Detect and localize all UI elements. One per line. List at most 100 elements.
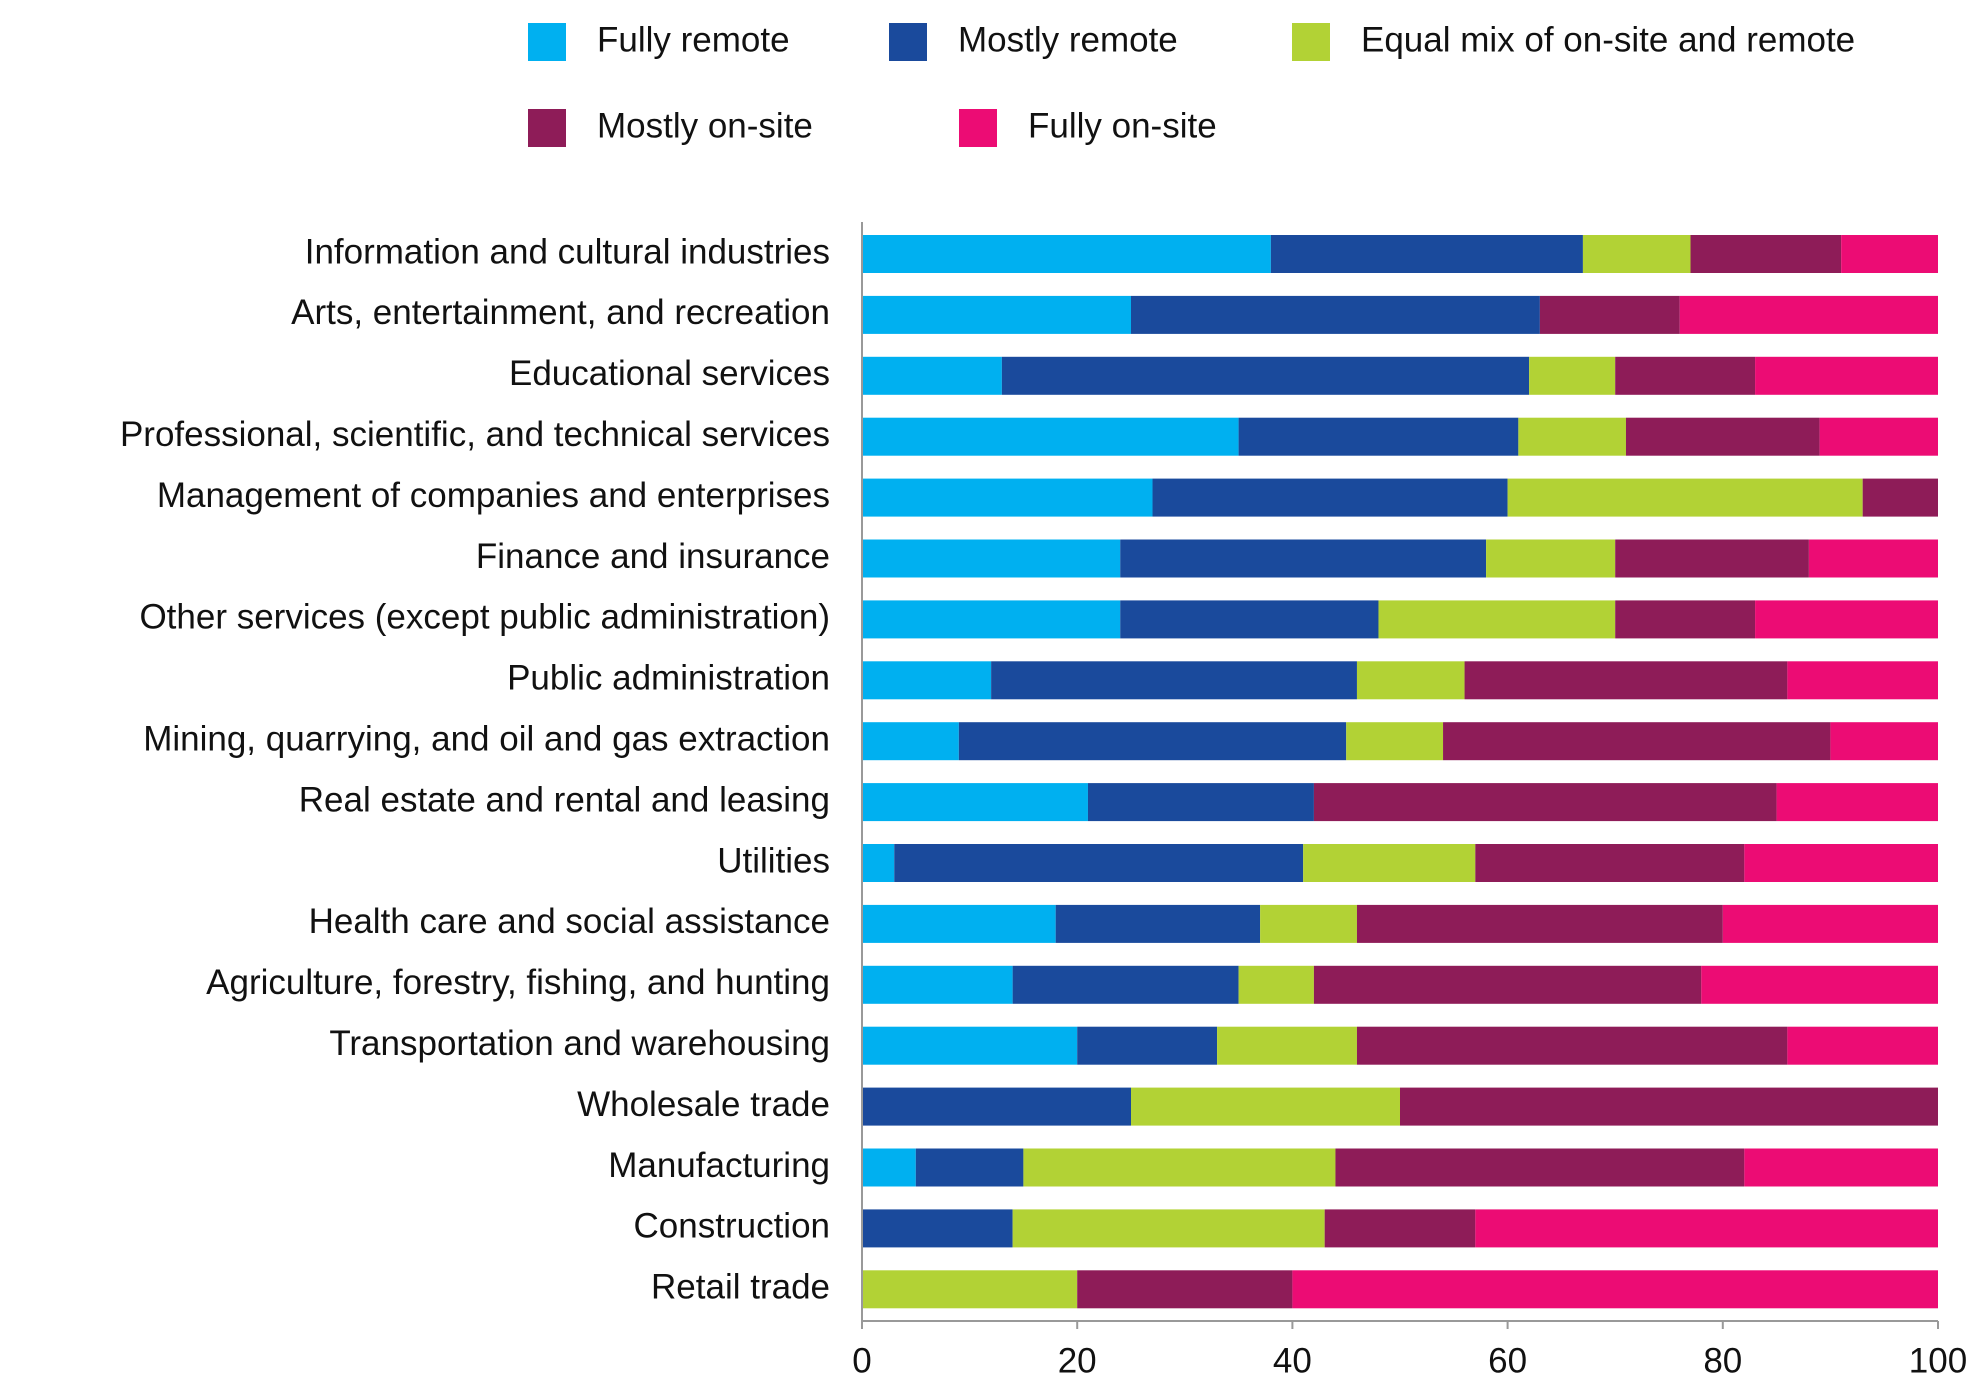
x-tick-label: 100 [1909,1341,1967,1380]
bar-segment [862,295,1131,334]
bar-segment [1335,1148,1745,1187]
y-tick-label: Real estate and rental and leasing [299,780,830,819]
bar-segment [1152,478,1508,517]
bar-segment [1486,539,1616,578]
bar-segment [1087,783,1314,822]
y-tick-label: Finance and insurance [476,537,830,576]
bar-segment [1755,356,1938,395]
y-tick-label: Manufacturing [608,1146,830,1185]
y-tick-label: Management of companies and enterprises [157,476,830,515]
bar-segment [1055,904,1261,943]
bar-segment [1260,904,1357,943]
bar-segment [1819,417,1938,456]
y-tick-label: Utilities [717,841,830,880]
bar-segment [1324,1209,1476,1248]
y-tick-label: Arts, entertainment, and recreation [291,293,830,332]
y-tick-label: Other services (except public administra… [139,598,830,637]
bar-segment [862,904,1056,943]
bar-segment [1378,600,1616,639]
bar-segment [1346,722,1444,761]
bar-segment [1131,1087,1400,1126]
bar-segment [1313,965,1702,1004]
y-tick-label: Transportation and warehousing [329,1024,830,1063]
bar-segment [1012,1209,1325,1248]
legend-swatch [959,109,997,147]
bar-segment [1217,1026,1357,1065]
legend-swatch [889,23,927,61]
y-tick-label: Retail trade [651,1268,830,1307]
bar-segment [1615,539,1809,578]
bar-segment [862,235,1271,273]
legend-swatch [528,23,566,61]
bar-segment [1120,539,1487,578]
x-tick-label: 40 [1273,1341,1312,1380]
y-tick-label: Agriculture, forestry, fishing, and hunt… [206,963,830,1002]
x-tick-label: 80 [1703,1341,1742,1380]
bar-segment [1475,1209,1938,1248]
bar-segment [862,356,1002,395]
bar-segment [1539,295,1680,334]
bar-segment [862,1087,1131,1126]
bar-segment [862,783,1088,822]
y-tick-label: Construction [634,1207,830,1246]
y-tick-label: Educational services [509,354,830,393]
legend-label: Equal mix of on-site and remote [1361,20,1855,59]
bar-segment [1615,600,1756,639]
legend-swatch [1292,23,1330,61]
bar-segment [1582,235,1691,273]
bar-segment [1679,295,1938,334]
bar-segment [1356,904,1723,943]
bar-segment [1690,235,1842,273]
bar-segment [1862,478,1938,517]
bar-segment [862,1148,916,1187]
bar-segment [862,478,1153,517]
legend-label: Mostly remote [958,20,1178,59]
bar-segment [1400,1087,1938,1126]
y-tick-label: Health care and social assistance [309,902,830,941]
x-tick-label: 60 [1488,1341,1527,1380]
y-tick-label: Professional, scientific, and technical … [120,415,830,454]
bar-segment [1529,356,1616,395]
bar-segment [1464,661,1788,700]
bar-segment [1615,356,1756,395]
bar-segment [1443,722,1831,761]
bar-segment [1722,904,1938,943]
bar-segment [1841,235,1938,273]
bar-segment [1744,844,1938,882]
bar-segment [1787,661,1938,700]
bar-segment [1356,661,1465,700]
bar-segment [862,1209,1013,1248]
bar-segment [1001,356,1530,395]
bar-segment [862,539,1121,578]
bar-segment [1012,965,1239,1004]
bar-segment [1077,1270,1293,1309]
bar-segment [1475,844,1745,882]
bar-segment [862,417,1239,456]
bar-segment [1292,1270,1938,1309]
x-tick-label: 20 [1058,1341,1097,1380]
bar-segment [1270,235,1583,273]
bar-segment [1507,478,1863,517]
bar-segment [862,1270,1078,1309]
bar-segment [915,1148,1024,1187]
bar-segment [862,965,1013,1004]
legend-label: Fully on-site [1028,106,1217,145]
bar-segment [862,600,1121,639]
bar-segment [958,722,1347,761]
y-tick-label: Mining, quarrying, and oil and gas extra… [143,719,830,758]
legend-swatch [528,109,566,147]
bar-segment [1238,417,1519,456]
legend-label: Fully remote [597,20,790,59]
bar-segment [1755,600,1938,639]
bar-segment [1238,965,1314,1004]
bar-segment [1303,844,1476,882]
bar-segment [862,1026,1078,1065]
y-tick-label: Public administration [507,659,830,698]
bar-segment [1313,783,1777,822]
bar-segment [1744,1148,1938,1187]
bar-segment [1830,722,1938,761]
bar-segment [1808,539,1938,578]
bar-segment [1356,1026,1788,1065]
